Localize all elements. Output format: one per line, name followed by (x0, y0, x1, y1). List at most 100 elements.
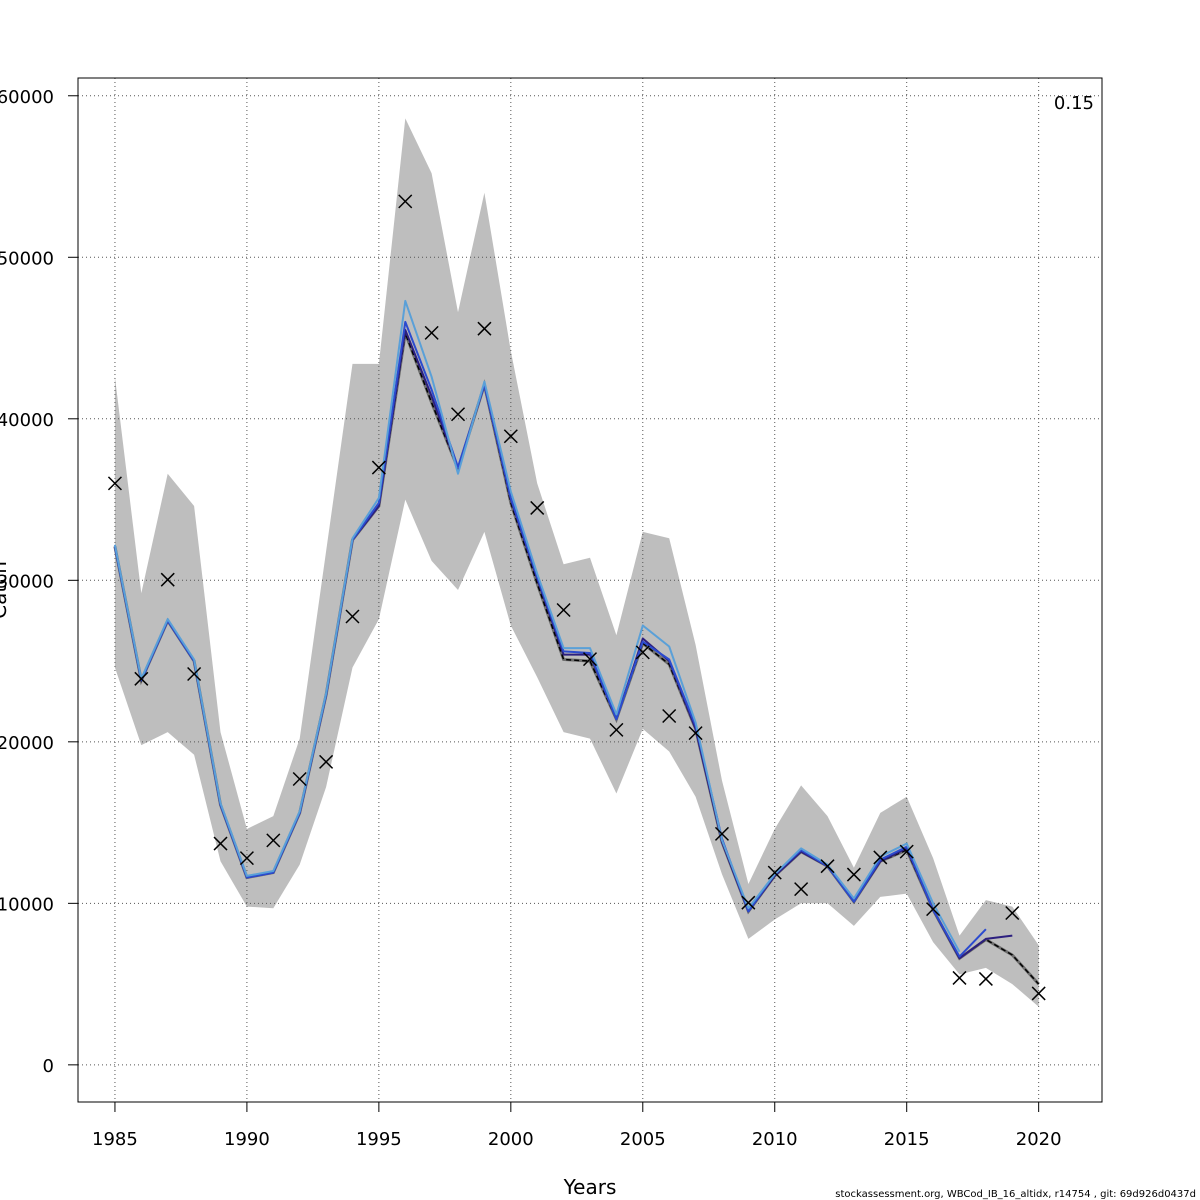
observation-stroke (1005, 905, 1020, 921)
confidence-band-area (114, 118, 1039, 1007)
observation-point (556, 602, 571, 618)
observation-point (741, 895, 756, 910)
observation-point (899, 844, 914, 859)
observation-point (319, 754, 334, 769)
observation-stroke (873, 850, 888, 865)
observation-point (688, 726, 703, 741)
y-tick-label: 20000 (0, 733, 54, 754)
observation-point (926, 902, 941, 917)
observation-point (952, 970, 967, 985)
observation-point (662, 708, 677, 724)
observation-stroke (635, 645, 650, 660)
observation-point (582, 652, 598, 667)
y-tick-label: 60000 (0, 87, 54, 108)
y-tick-label: 30000 (0, 571, 54, 592)
observation-stroke (820, 859, 835, 874)
series-line-2 (113, 320, 987, 958)
observation-point (266, 833, 281, 848)
observation-stroke (239, 851, 254, 866)
observation-point (978, 971, 993, 986)
observation-point (134, 671, 149, 686)
observation-point (767, 865, 782, 880)
observation-point (213, 836, 228, 851)
observation-stroke (345, 609, 360, 624)
observation-markers (107, 194, 1046, 1001)
observation-point (398, 194, 413, 209)
observation-point (160, 572, 175, 587)
axes: 1985 1990 1995 2000 2005 2010 2015 2020 0 10000 20… (0, 87, 1062, 1150)
observation-stroke (530, 500, 545, 515)
observation-stroke (451, 407, 466, 422)
observation-point (1005, 905, 1020, 921)
gridlines (78, 78, 1102, 1102)
observation-stroke (582, 652, 598, 667)
observation-stroke (134, 671, 149, 686)
observation-stroke (952, 970, 967, 985)
observation-stroke (662, 708, 677, 724)
x-tick-label: 1985 (92, 1129, 138, 1150)
x-tick-label: 1990 (224, 1129, 270, 1150)
observation-stroke (477, 321, 492, 336)
observation-stroke (107, 476, 122, 491)
y-tick-label: 50000 (0, 248, 54, 269)
observation-stroke (292, 771, 307, 787)
x-axis-title: Years (563, 1175, 617, 1199)
observation-stroke (187, 666, 202, 682)
observation-point (714, 826, 729, 841)
observation-stroke (926, 902, 941, 917)
observation-stroke (767, 865, 782, 880)
footer-credit: stockassessment.org, WBCod_IB_16_altidx,… (835, 1189, 1196, 1200)
annotation-label: 0.15 (1054, 93, 1094, 114)
series-line-3 (113, 299, 961, 953)
x-tick-label: 2010 (752, 1129, 798, 1150)
observation-point (1031, 986, 1046, 1001)
y-axis-title: Catch (0, 561, 11, 619)
observation-point (239, 851, 254, 866)
observation-stroke (609, 722, 624, 737)
x-tick-label: 2000 (488, 1129, 534, 1150)
observation-point (107, 476, 122, 491)
observation-stroke (503, 429, 518, 444)
observation-stroke (319, 754, 334, 769)
observation-stroke (846, 867, 861, 882)
observation-stroke (213, 836, 228, 851)
plot-frame (77, 77, 1103, 1103)
observation-point (846, 867, 861, 882)
observation-point (635, 645, 650, 660)
observation-stroke (266, 833, 281, 848)
observation-stroke (714, 826, 729, 841)
observation-point (292, 771, 307, 787)
observation-stroke (424, 325, 439, 340)
observation-stroke (556, 602, 571, 618)
y-tick-label: 40000 (0, 410, 54, 431)
observation-point (187, 666, 202, 682)
observation-point (345, 609, 360, 624)
observation-stroke (160, 572, 175, 587)
x-tick-label: 2005 (620, 1129, 666, 1150)
confidence-band (114, 118, 1039, 1007)
observation-stroke (371, 460, 386, 475)
observation-stroke (398, 194, 413, 209)
observation-stroke (899, 844, 914, 859)
observation-point (530, 500, 545, 515)
observation-stroke (978, 971, 993, 986)
observation-point (424, 325, 439, 340)
x-tick-label: 1995 (356, 1129, 402, 1150)
observation-point (477, 321, 492, 336)
observation-point (451, 407, 466, 422)
y-tick-label: 0 (43, 1056, 54, 1077)
observation-stroke (794, 882, 809, 897)
observation-stroke (688, 726, 703, 741)
x-tick-label: 2015 (884, 1129, 930, 1150)
observation-point (503, 429, 518, 444)
observation-point (794, 882, 809, 897)
x-tick-label: 2020 (1016, 1129, 1062, 1150)
observation-point (609, 722, 624, 737)
observation-point (873, 850, 888, 865)
series-lines (113, 299, 1040, 986)
observation-point (820, 859, 835, 874)
y-tick-label: 10000 (0, 894, 54, 915)
series-line-dashed (114, 330, 1040, 985)
observation-point (371, 460, 386, 475)
